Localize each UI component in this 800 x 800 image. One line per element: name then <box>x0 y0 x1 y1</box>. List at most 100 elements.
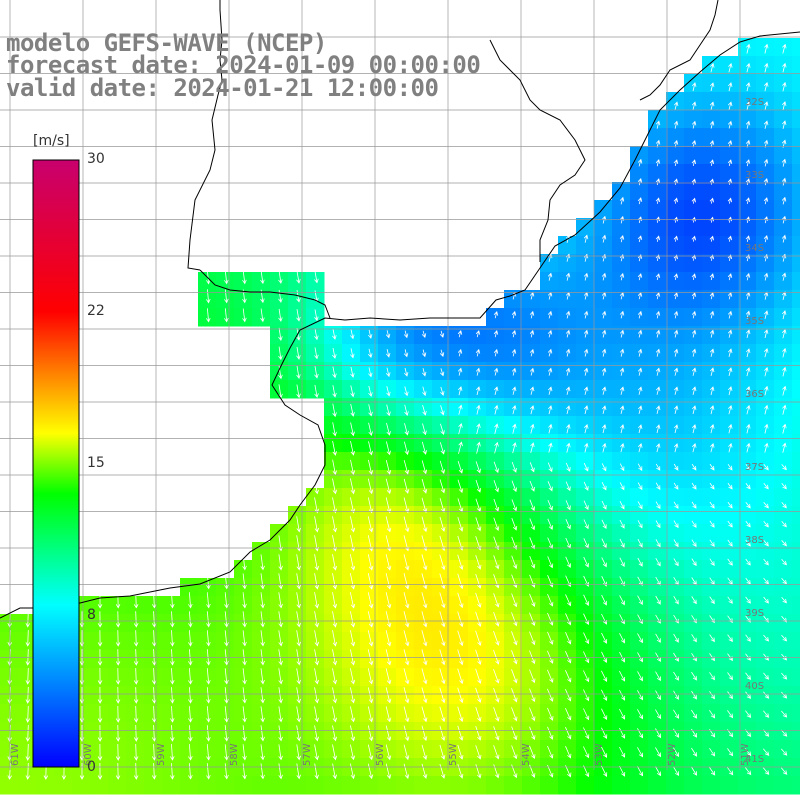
field-cell <box>630 488 649 507</box>
wind-vector <box>782 101 787 111</box>
field-cell <box>270 668 289 687</box>
wind-vector <box>439 554 446 571</box>
field-cell <box>756 38 775 57</box>
wind-vector <box>655 728 662 739</box>
wind-vector <box>764 310 769 319</box>
field-cell <box>684 560 703 579</box>
field-cell <box>198 704 217 723</box>
field-cell <box>144 686 163 705</box>
wind-vector <box>565 500 571 511</box>
field-cell <box>774 74 793 93</box>
field-cell <box>756 254 775 273</box>
wind-vector <box>475 630 482 646</box>
wind-vector <box>763 539 769 547</box>
wind-vector <box>278 630 283 647</box>
field-cell <box>108 632 127 651</box>
field-cell <box>774 650 793 669</box>
field-cell <box>450 524 469 543</box>
field-cell <box>702 218 721 237</box>
field-cell <box>0 776 19 795</box>
field-cell <box>720 524 739 543</box>
wind-vector <box>619 386 625 395</box>
field-cell <box>468 488 487 507</box>
wind-vector <box>673 329 679 338</box>
longitude-labels: 61W 60W 59W 58W 57W 56W 55W 54W 53W 52W 51W <box>10 743 751 766</box>
field-cell <box>702 740 721 759</box>
field-cell <box>774 128 793 147</box>
field-cell <box>378 488 397 507</box>
field-cell <box>252 704 271 723</box>
wind-vector <box>529 650 536 665</box>
field-cell <box>720 560 739 579</box>
field-cell <box>288 362 307 381</box>
wind-vector <box>727 691 733 700</box>
wind-vector <box>637 520 643 529</box>
wind-vector <box>762 748 770 756</box>
field-cell <box>162 632 181 651</box>
wind-vector <box>745 235 751 242</box>
wind-vector <box>583 310 589 319</box>
field-cell <box>360 452 379 471</box>
wind-vector <box>619 519 625 529</box>
field-cell <box>684 272 703 291</box>
field-cell <box>360 362 379 381</box>
wind-vector <box>780 729 788 737</box>
field-cell <box>468 524 487 543</box>
wind-vector <box>781 577 787 585</box>
field-cell <box>792 704 800 723</box>
field-cell <box>702 272 721 291</box>
wind-vector <box>691 690 697 700</box>
field-cell <box>756 344 775 363</box>
wind-vector <box>188 668 193 685</box>
wind-vector <box>97 724 103 742</box>
wind-vector <box>457 630 464 647</box>
field-cell <box>396 524 415 543</box>
wind-vector <box>475 348 481 357</box>
wind-vector <box>25 611 31 628</box>
field-cell <box>90 704 109 723</box>
wind-vector <box>170 611 175 628</box>
wind-vector <box>782 310 787 320</box>
wind-vector <box>511 348 517 357</box>
field-cell <box>180 578 199 597</box>
field-cell <box>576 398 595 417</box>
wind-vector <box>224 592 229 609</box>
field-cell <box>216 776 235 795</box>
field-cell <box>180 632 199 651</box>
wind-vector <box>224 668 229 685</box>
field-cell <box>540 254 559 273</box>
wind-vector <box>565 272 571 281</box>
field-cell <box>594 344 613 363</box>
field-cell <box>540 668 559 687</box>
field-cell <box>450 362 469 381</box>
field-cell <box>324 326 343 345</box>
wind-vector <box>511 688 518 703</box>
wind-vector <box>547 537 554 550</box>
wind-vector <box>692 82 697 92</box>
field-cell <box>342 578 361 597</box>
field-cell <box>774 776 793 795</box>
field-cell <box>774 614 793 633</box>
wind-vector <box>260 308 265 323</box>
field-cell <box>414 686 433 705</box>
wind-vector <box>619 234 625 243</box>
wind-vector <box>728 367 733 377</box>
wind-vector <box>782 404 787 415</box>
wind-vector <box>188 706 193 723</box>
wind-vector <box>97 686 103 704</box>
field-cell <box>324 344 343 363</box>
field-cell <box>468 668 487 687</box>
wind-vector <box>781 234 787 243</box>
field-cell <box>702 524 721 543</box>
field-cell <box>558 452 577 471</box>
field-cell <box>450 344 469 363</box>
field-cell <box>486 650 505 669</box>
field-cell <box>756 614 775 633</box>
wind-vector <box>764 82 769 92</box>
field-cell <box>234 308 253 327</box>
wind-vector <box>493 764 500 779</box>
field-cell <box>450 686 469 705</box>
wind-vector <box>458 422 463 435</box>
field-cell <box>666 128 685 147</box>
field-cell <box>396 776 415 795</box>
